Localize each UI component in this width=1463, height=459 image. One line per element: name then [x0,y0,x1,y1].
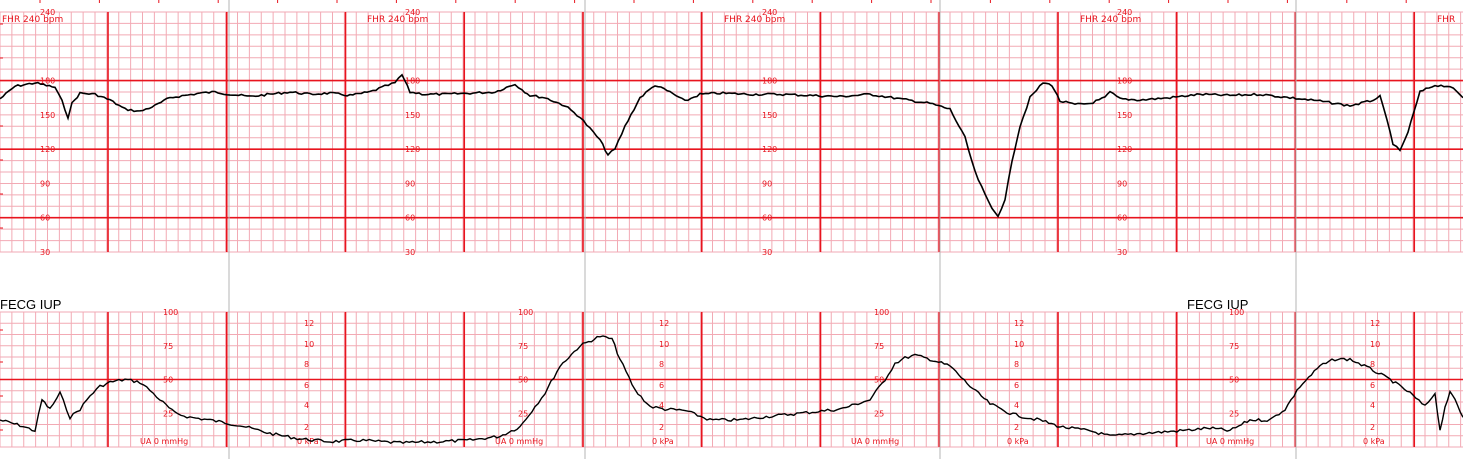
fhr-y-tick-label: 30 [1117,248,1127,257]
fhr-y-tick-label: 180 [762,77,777,86]
ua-kpa-tick-label: 12 [659,319,669,328]
fhr-y-tick-label: 60 [1117,214,1127,223]
ua-kpa-zero-label: 0 kPa [1363,437,1385,446]
ua-kpa-tick-label: 4 [1370,401,1375,410]
ua-mmhg-tick-label: 100 [874,308,889,317]
fhr-scale-header: FHR 240 bpm [1080,15,1141,25]
ua-kpa-tick-label: 2 [304,423,309,432]
ua-mmhg-tick-label: 75 [874,342,884,351]
ua-mmhg-zero-label: UA 0 mmHg [140,437,188,446]
fhr-y-tick-label: 150 [405,111,420,120]
fhr-y-tick-label: 30 [762,248,772,257]
traces [0,73,1463,445]
fhr-y-tick-label: 120 [40,145,55,154]
fhr-grid [0,11,1463,253]
ua-trace-line [0,335,1463,445]
ua-mmhg-tick-label: 50 [874,376,884,385]
ua-mmhg-tick-label: 100 [163,308,178,317]
ua-kpa-tick-label: 6 [1370,381,1375,390]
ua-mmhg-tick-label: 75 [163,342,173,351]
ua-mmhg-tick-label: 75 [1229,342,1239,351]
ua-mmhg-tick-label: 25 [518,409,528,418]
fhr-y-tick-label: 180 [1117,77,1132,86]
ua-kpa-tick-label: 6 [659,381,664,390]
fhr-y-tick-label: 180 [405,77,420,86]
uterine-mode-label: FECG IUP [0,297,61,312]
fhr-y-tick-label: 240 [1117,8,1132,17]
fhr-y-tick-label: 60 [405,214,415,223]
fhr-y-tick-label: 150 [762,111,777,120]
fhr-y-tick-label: 90 [1117,179,1127,188]
ua-mmhg-tick-label: 50 [1229,376,1239,385]
ua-mmhg-zero-label: UA 0 mmHg [851,437,899,446]
ua-mmhg-tick-label: 50 [163,376,173,385]
ua-kpa-tick-label: 2 [1014,423,1019,432]
fhr-scale-header-partial: FHR [1437,15,1455,25]
ua-kpa-tick-label: 8 [1014,360,1019,369]
ua-kpa-tick-label: 12 [1370,319,1380,328]
fhr-scale-header: FHR 240 bpm [367,15,428,25]
ua-kpa-tick-label: 6 [304,381,309,390]
scale-labels: FHR 240 bpm FHR 240 bpm FHR 240 bpm FHR 240… [0,8,1455,446]
fhr-y-tick-label: 30 [405,248,415,257]
uterine-mode-label: FECG IUP [1187,297,1248,312]
ua-kpa-tick-label: 8 [1370,360,1375,369]
fhr-y-tick-label: 60 [762,214,772,223]
fhr-y-tick-label: 240 [762,8,777,17]
ua-kpa-zero-label: 0 kPa [652,437,674,446]
ua-kpa-tick-label: 10 [1014,340,1024,349]
ua-mmhg-tick-label: 100 [518,308,533,317]
ua-kpa-tick-label: 2 [659,423,664,432]
fhr-y-tick-label: 90 [762,179,772,188]
fhr-scale-header: FHR 240 bpm [2,15,63,25]
ua-kpa-tick-label: 4 [304,401,309,410]
ua-mmhg-tick-label: 100 [1229,308,1244,317]
ua-kpa-zero-label: 0 kPa [1007,437,1029,446]
ua-kpa-tick-label: 4 [659,401,664,410]
ua-mmhg-tick-label: 25 [1229,409,1239,418]
ua-kpa-tick-label: 10 [1370,340,1380,349]
ua-grid [0,311,1463,448]
ua-kpa-tick-label: 6 [1014,381,1019,390]
ua-kpa-tick-label: 12 [1014,319,1024,328]
fhr-scale-header: FHR 240 bpm [724,15,785,25]
ua-mmhg-tick-label: 50 [518,376,528,385]
grid [0,11,1463,448]
fhr-y-tick-label: 120 [405,145,420,154]
fhr-y-tick-label: 120 [762,145,777,154]
fhr-y-tick-label: 240 [405,8,420,17]
ua-mmhg-tick-label: 25 [874,409,884,418]
fhr-y-tick-label: 90 [405,179,415,188]
fhr-y-tick-label: 180 [40,77,55,86]
ua-mmhg-zero-label: UA 0 mmHg [1206,437,1254,446]
fhr-y-tick-label: 150 [40,111,55,120]
fhr-y-tick-label: 90 [40,179,50,188]
ua-mmhg-tick-label: 25 [163,409,173,418]
ua-kpa-tick-label: 10 [304,340,314,349]
fhr-y-tick-label: 30 [40,248,50,257]
fhr-trace-line [0,73,1463,218]
ua-kpa-tick-label: 10 [659,340,669,349]
fhr-y-tick-label: 60 [40,214,50,223]
panel-separators [0,0,1407,459]
ua-kpa-tick-label: 2 [1370,423,1375,432]
ua-kpa-tick-label: 12 [304,319,314,328]
fhr-y-tick-label: 150 [1117,111,1132,120]
ua-kpa-zero-label: 0 kPa [297,437,319,446]
ua-kpa-tick-label: 8 [659,360,664,369]
ua-mmhg-zero-label: UA 0 mmHg [495,437,543,446]
ua-kpa-tick-label: 4 [1014,401,1019,410]
ua-kpa-tick-label: 8 [304,360,309,369]
ua-mmhg-tick-label: 75 [518,342,528,351]
fhr-y-tick-label: 120 [1117,145,1132,154]
fhr-y-tick-label: 240 [40,8,55,17]
